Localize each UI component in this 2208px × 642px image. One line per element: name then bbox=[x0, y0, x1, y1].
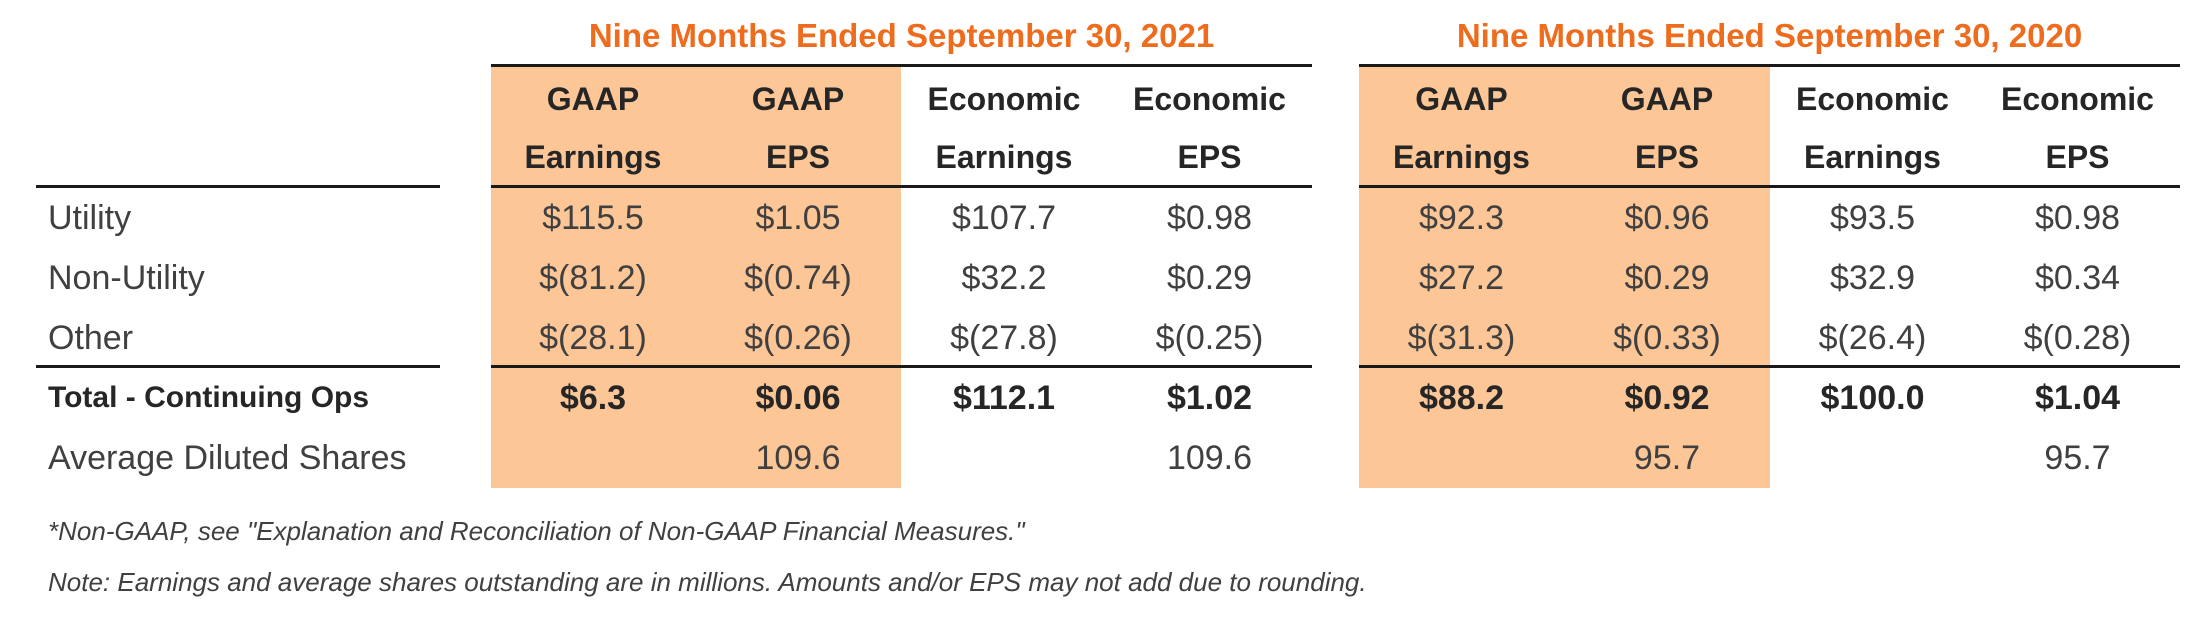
cell-non-utility-gaap-earnings-2020: $27.2 bbox=[1418, 259, 1505, 297]
cell-utility-gaap-eps-2020: $0.96 bbox=[1624, 199, 1710, 237]
cell-other-economic-eps-2020: $(0.28) bbox=[2023, 319, 2132, 357]
cell-shares-gaap-earnings-2021 bbox=[491, 428, 695, 488]
total-rule-labels bbox=[36, 365, 440, 368]
cell-shares-gaap-eps-2020: 95.7 bbox=[1633, 439, 1701, 477]
footnote-rounding-note: Note: Earnings and average shares outsta… bbox=[48, 567, 1367, 597]
cell-total-gaap-eps-2020: $0.92 bbox=[1624, 379, 1710, 417]
cell-shares-economic-earnings-2021 bbox=[901, 428, 1107, 488]
cell-total-gaap-eps-2021: $0.06 bbox=[755, 379, 841, 417]
cell-other-gaap-eps-2020: $(0.33) bbox=[1613, 319, 1721, 357]
col-header-economic-earnings-2020-line2: Earnings bbox=[1804, 139, 1941, 175]
col-header-gaap-earnings-2021-line1: GAAP bbox=[546, 81, 640, 117]
cell-shares-economic-eps-2021: 109.6 bbox=[1166, 439, 1253, 477]
cell-other-gaap-earnings-2020: $(31.3) bbox=[1407, 319, 1516, 357]
col-header-economic-eps-2020-line1: Economic bbox=[2001, 81, 2154, 117]
col-header-gaap-eps-2020-line1: GAAP bbox=[1620, 81, 1714, 117]
row-label-non-utility: Non-Utility bbox=[48, 259, 205, 297]
period-title-2021: Nine Months Ended September 30, 2021 bbox=[588, 17, 1215, 54]
cell-non-utility-economic-eps-2020: $0.34 bbox=[2034, 259, 2121, 297]
period-title-2020: Nine Months Ended September 30, 2020 bbox=[1456, 17, 2083, 54]
cell-total-gaap-earnings-2021: $6.3 bbox=[559, 379, 627, 417]
cell-non-utility-gaap-eps-2021: $(0.74) bbox=[744, 259, 852, 297]
col-header-economic-earnings-2021-line1: Economic bbox=[927, 81, 1081, 117]
cell-utility-gaap-earnings-2021: $115.5 bbox=[542, 199, 644, 237]
cell-total-economic-eps-2020: $1.04 bbox=[2034, 379, 2121, 417]
row-label-utility: Utility bbox=[48, 199, 132, 237]
col-header-economic-earnings-2020-line1: Economic bbox=[1796, 81, 1949, 117]
cell-other-economic-earnings-2021: $(27.8) bbox=[950, 319, 1058, 357]
cell-utility-gaap-earnings-2020: $92.3 bbox=[1418, 199, 1505, 237]
footnote-non-gaap: *Non-GAAP, see "Explanation and Reconcil… bbox=[48, 516, 1025, 546]
header-rule-2020 bbox=[1359, 185, 2180, 188]
col-header-economic-eps-2021-line2: EPS bbox=[1177, 139, 1242, 175]
col-header-economic-eps-2021-line1: Economic bbox=[1133, 81, 1286, 117]
gaap-2020-shade bbox=[1359, 67, 1770, 488]
col-header-economic-eps-2020-line2: EPS bbox=[2045, 139, 2110, 175]
period-rule-2021 bbox=[491, 64, 1312, 67]
col-header-gaap-eps-2021-line2: EPS bbox=[765, 139, 831, 175]
cell-non-utility-economic-earnings-2021: $32.2 bbox=[961, 259, 1047, 297]
cell-utility-economic-eps-2020: $0.98 bbox=[2034, 199, 2121, 237]
gaap-2021-shade bbox=[491, 67, 901, 488]
cell-total-economic-earnings-2020: $100.0 bbox=[1820, 379, 1925, 417]
col-header-economic-earnings-2021-line2: Earnings bbox=[935, 139, 1073, 175]
cell-total-economic-eps-2021: $1.02 bbox=[1166, 379, 1253, 417]
cell-non-utility-economic-earnings-2020: $32.9 bbox=[1829, 259, 1916, 297]
cell-total-gaap-earnings-2020: $88.2 bbox=[1418, 379, 1505, 417]
cell-total-economic-earnings-2021: $112.1 bbox=[952, 379, 1056, 417]
header-rule-2021 bbox=[491, 185, 1312, 188]
cell-other-gaap-earnings-2021: $(28.1) bbox=[539, 319, 647, 357]
cell-shares-economic-eps-2020: 95.7 bbox=[2044, 439, 2111, 477]
col-header-gaap-earnings-2021-line2: Earnings bbox=[524, 139, 662, 175]
row-label-other: Other bbox=[48, 319, 134, 357]
col-header-gaap-eps-2021-line1: GAAP bbox=[751, 81, 845, 117]
cell-other-economic-earnings-2020: $(26.4) bbox=[1818, 319, 1927, 357]
cell-shares-gaap-eps-2021: 109.6 bbox=[755, 439, 841, 477]
cell-other-economic-eps-2021: $(0.25) bbox=[1155, 319, 1264, 357]
col-header-gaap-earnings-2020-line1: GAAP bbox=[1415, 81, 1508, 117]
cell-other-gaap-eps-2021: $(0.26) bbox=[744, 319, 852, 357]
total-rule-2021 bbox=[491, 365, 1312, 368]
cell-shares-economic-earnings-2020 bbox=[1770, 428, 1975, 488]
cell-non-utility-gaap-eps-2020: $0.29 bbox=[1624, 259, 1710, 297]
cell-utility-economic-eps-2021: $0.98 bbox=[1166, 199, 1253, 237]
row-label-average-diluted-shares: Average Diluted Shares bbox=[48, 439, 407, 477]
period-rule-2020 bbox=[1359, 64, 2180, 67]
cell-non-utility-gaap-earnings-2021: $(81.2) bbox=[539, 259, 647, 297]
row-label-total-continuing-ops: Total - Continuing Ops bbox=[48, 381, 370, 414]
col-header-gaap-earnings-2020-line2: Earnings bbox=[1393, 139, 1530, 175]
header-rule-labels bbox=[36, 185, 440, 188]
cell-utility-economic-earnings-2021: $107.7 bbox=[952, 199, 1056, 237]
cell-utility-gaap-eps-2021: $1.05 bbox=[755, 199, 841, 237]
cell-utility-economic-earnings-2020: $93.5 bbox=[1829, 199, 1916, 237]
cell-non-utility-economic-eps-2021: $0.29 bbox=[1166, 259, 1253, 297]
cell-shares-gaap-earnings-2020 bbox=[1359, 428, 1564, 488]
total-rule-2020 bbox=[1359, 365, 2180, 368]
col-header-gaap-eps-2020-line2: EPS bbox=[1634, 139, 1700, 175]
